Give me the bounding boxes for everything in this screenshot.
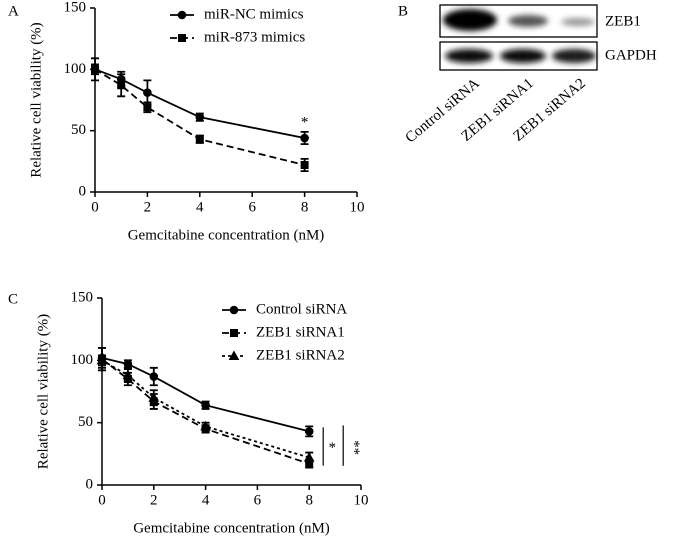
panel-label: C: [8, 291, 18, 307]
legend-label: ZEB1 siRNA2: [256, 347, 345, 363]
marker: [201, 400, 210, 410]
y-tick-label: 150: [71, 289, 94, 305]
legend-marker: [228, 350, 240, 360]
band: [552, 49, 596, 63]
x-tick-label: 0: [91, 199, 99, 215]
x-tick-label: 8: [305, 492, 313, 508]
marker: [303, 452, 315, 462]
x-tick-label: 6: [248, 199, 256, 215]
x-tick-label: 10: [350, 199, 365, 215]
band: [500, 49, 546, 63]
x-tick-label: 4: [196, 199, 204, 215]
x-tick-label: 2: [144, 199, 152, 215]
band: [561, 18, 595, 26]
x-axis-label: Gemcitabine concentration (nM): [128, 227, 325, 243]
series-line: [101, 359, 310, 459]
panel-label: B: [398, 3, 408, 19]
panel-label: A: [8, 3, 19, 19]
band: [445, 49, 493, 63]
blot-row-label: ZEB1: [605, 13, 641, 29]
y-tick-label: 100: [71, 352, 94, 368]
annotation: **: [346, 440, 362, 455]
marker: [91, 65, 99, 74]
legend-label: miR-873 mimics: [204, 29, 305, 45]
series-line: [101, 356, 310, 433]
x-tick-label: 8: [301, 199, 309, 215]
y-axis-label: Relative cell viability (%): [28, 22, 44, 177]
marker: [300, 161, 309, 170]
blot-row-label: GAPDH: [605, 47, 657, 63]
marker: [123, 359, 133, 369]
legend-label: ZEB1 siRNA1: [256, 324, 345, 340]
legend-marker: [178, 34, 186, 42]
marker: [143, 88, 152, 97]
y-tick-label: 50: [78, 414, 93, 430]
annotation: *: [301, 114, 309, 130]
y-tick-label: 50: [71, 122, 86, 138]
blot: [439, 4, 598, 71]
marker: [195, 112, 205, 122]
marker: [200, 420, 211, 431]
band: [443, 9, 497, 31]
y-axis-label: Relative cell viability (%): [35, 314, 51, 469]
x-tick-label: 4: [202, 492, 210, 508]
y-tick-label: 150: [64, 0, 87, 15]
x-tick-label: 10: [354, 492, 369, 508]
band: [508, 15, 548, 27]
marker: [148, 392, 160, 402]
y-tick-label: 0: [86, 476, 94, 492]
marker: [304, 427, 314, 436]
legend-label: Control siRNA: [256, 301, 347, 317]
x-tick-label: 6: [254, 492, 262, 508]
legend-marker: [229, 305, 239, 315]
marker: [96, 354, 108, 365]
y-tick-label: 100: [64, 61, 87, 77]
annotation: *: [328, 440, 336, 456]
marker: [300, 133, 309, 143]
marker: [122, 369, 134, 380]
x-tick-label: 0: [98, 492, 106, 508]
x-tick-label: 2: [150, 492, 158, 508]
marker: [117, 81, 126, 90]
y-tick-label: 0: [79, 183, 87, 199]
marker: [149, 372, 159, 381]
series-line: [94, 68, 305, 139]
legend-marker: [230, 329, 238, 337]
legend-label: miR-NC mimics: [204, 6, 304, 22]
marker: [143, 103, 152, 112]
marker: [195, 135, 204, 144]
legend-marker: [177, 10, 187, 20]
x-axis-label: Gemcitabine concentration (nM): [133, 520, 330, 536]
